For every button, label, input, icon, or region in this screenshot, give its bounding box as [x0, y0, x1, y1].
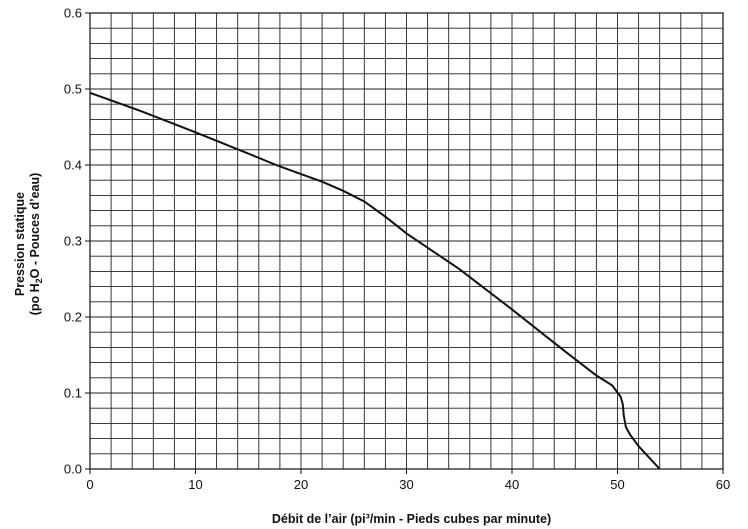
y-axis-label-line2: (po H2O - Pouces d’eau) [28, 173, 44, 316]
y-axis-label-part1: (po H [28, 283, 42, 315]
x-tick-label: 40 [505, 477, 519, 492]
y-axis-label-line1: Pression statique [13, 192, 27, 296]
y-tick-label: 0.5 [64, 82, 82, 97]
y-axis-label: Pression statique (po H2O - Pouces d’eau… [13, 173, 44, 316]
x-tick-label: 50 [610, 477, 624, 492]
x-tick-label: 0 [86, 477, 93, 492]
y-tick-label: 0.2 [64, 310, 82, 325]
x-tick-label: 30 [399, 477, 413, 492]
y-axis-ticks: 0.0 0.1 0.2 0.3 0.4 0.5 0.6 [64, 6, 90, 477]
y-axis-label-part2: O - Pouces d’eau) [28, 173, 42, 279]
y-tick-label: 0.3 [64, 234, 82, 249]
x-axis-ticks: 0 10 20 30 40 50 60 [86, 469, 730, 492]
grid [90, 13, 723, 469]
x-tick-label: 60 [716, 477, 730, 492]
x-axis-label: Débit de l’air (pi³/min - Pieds cubes pa… [272, 512, 551, 526]
y-tick-label: 0.0 [64, 462, 82, 477]
y-axis-label-subscript: 2 [34, 278, 44, 283]
y-tick-label: 0.4 [64, 158, 82, 173]
x-tick-label: 20 [294, 477, 308, 492]
y-tick-label: 0.1 [64, 386, 82, 401]
y-tick-label: 0.6 [64, 6, 82, 21]
x-tick-label: 10 [188, 477, 202, 492]
pressure-curve [89, 91, 661, 470]
